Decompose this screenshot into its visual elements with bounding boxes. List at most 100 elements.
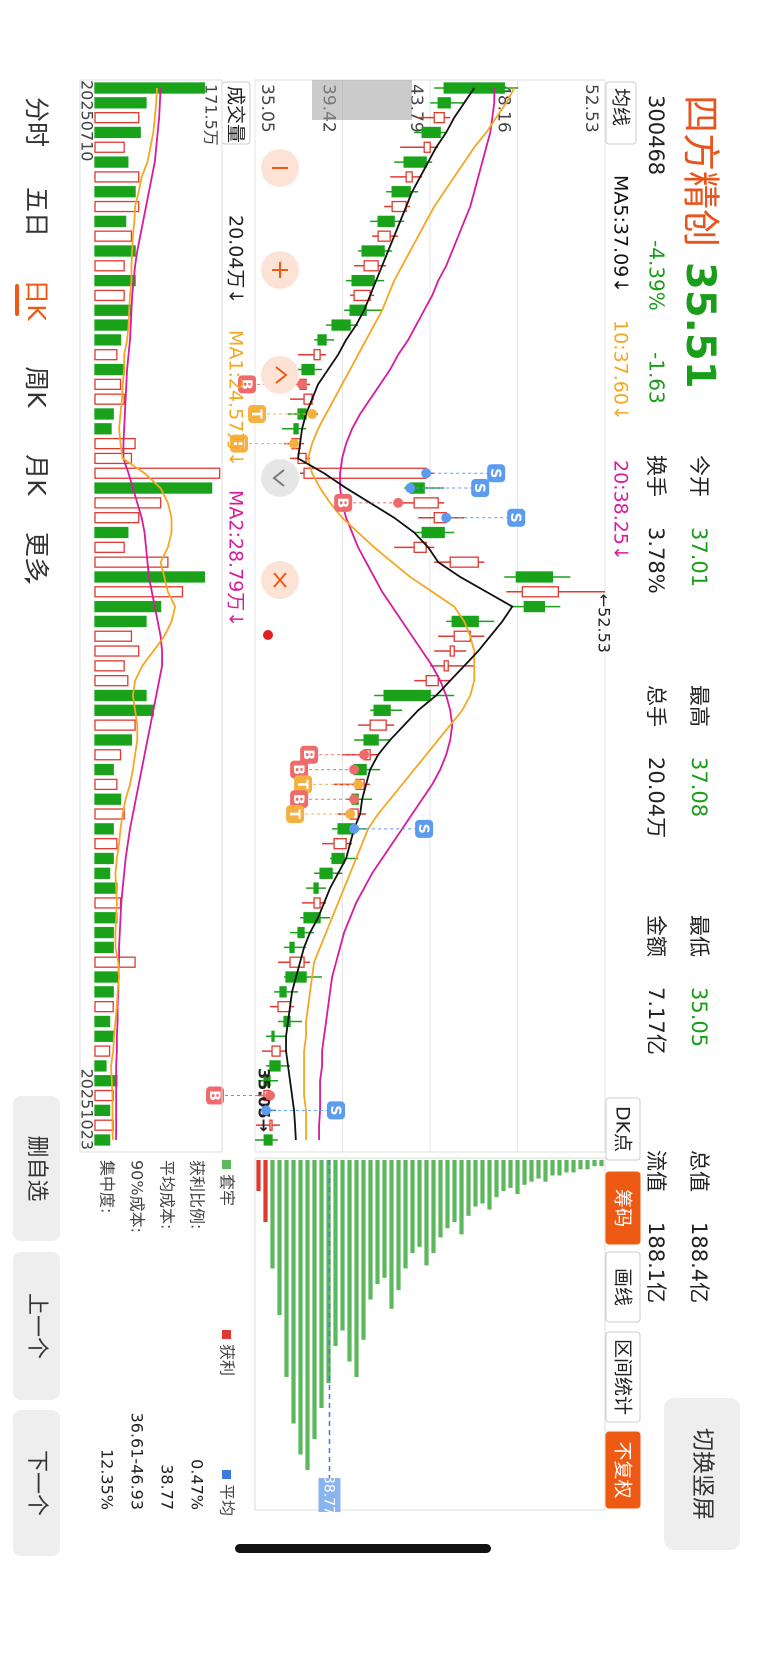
icon xyxy=(273,572,282,588)
stat-label: 最低 xyxy=(687,915,711,957)
candle-body xyxy=(331,319,351,331)
signal-label: B xyxy=(290,794,306,805)
volume-bar xyxy=(94,630,133,642)
signal-dot xyxy=(421,468,432,479)
signal-label: T xyxy=(230,439,246,449)
volume-bar xyxy=(94,452,133,465)
ma-selector[interactable] xyxy=(605,81,637,145)
candle-body xyxy=(521,586,559,598)
candle-body xyxy=(453,630,471,642)
stat-label: 总手 xyxy=(644,685,668,727)
chip-bar xyxy=(347,1160,352,1362)
volume-bar xyxy=(94,793,122,805)
chip-bar xyxy=(410,1160,415,1253)
chip-bar xyxy=(466,1160,471,1216)
volume-bar xyxy=(94,808,125,820)
period-tab[interactable]: 周K xyxy=(22,366,51,408)
volume-bar xyxy=(94,111,140,124)
stat-value: 7.17亿 xyxy=(644,987,668,1055)
volume-bar xyxy=(94,941,114,954)
candle-body xyxy=(319,867,333,879)
volume-bar xyxy=(94,526,129,539)
volume-bar xyxy=(94,186,136,198)
volume-bar xyxy=(94,1015,111,1028)
tool-button[interactable] xyxy=(605,1251,641,1323)
chips-stat-label: 平均成本: xyxy=(158,1160,177,1229)
volume-bar xyxy=(94,1045,111,1057)
tool-button[interactable] xyxy=(605,1331,641,1423)
nav-button[interactable] xyxy=(13,1096,60,1241)
legend-swatch xyxy=(222,1160,231,1169)
stock-name: 四方精创 xyxy=(679,95,723,247)
period-tab[interactable]: 分时 xyxy=(22,97,51,147)
signal-dot xyxy=(393,497,404,508)
chip-bar xyxy=(424,1160,429,1266)
chart-control[interactable] xyxy=(261,356,299,394)
volume-bar xyxy=(94,230,133,242)
candle-body xyxy=(313,897,321,909)
volume-bar xyxy=(94,852,114,865)
nav-button[interactable] xyxy=(13,1410,60,1556)
tool-label: 区间统计 xyxy=(612,1339,634,1415)
y-tick-label: 52.53 xyxy=(581,84,601,133)
signal-dot xyxy=(349,823,360,834)
tool-button[interactable] xyxy=(605,1097,641,1161)
volume-bar xyxy=(94,467,221,479)
volume-bar xyxy=(94,304,133,316)
nav-button[interactable] xyxy=(13,1252,60,1400)
stat-label: 金额 xyxy=(644,915,668,957)
period-tab[interactable]: 更多 xyxy=(22,532,51,582)
nav-button-label: 下一个 xyxy=(24,1450,49,1516)
volume-bar xyxy=(94,675,129,687)
period-tab[interactable]: 日K xyxy=(22,279,51,321)
stat-label: 今开 xyxy=(687,455,711,497)
candle-body xyxy=(263,1134,273,1146)
volume-bar xyxy=(94,319,129,331)
volume-current: 20.04万↓ xyxy=(225,215,247,304)
signal-label: B xyxy=(290,764,306,775)
chart-control[interactable] xyxy=(261,459,299,497)
chip-bar xyxy=(522,1160,527,1185)
switch-button-label: 切换竖屏 xyxy=(690,1428,716,1520)
candle-body xyxy=(377,215,395,228)
signal-label: T xyxy=(294,780,310,790)
chip-bar xyxy=(564,1160,569,1173)
chip-bar xyxy=(508,1160,513,1188)
chip-bar xyxy=(487,1160,492,1210)
signal-marker xyxy=(290,760,309,779)
tool-button[interactable] xyxy=(605,1431,641,1509)
signal-dot xyxy=(265,1090,276,1101)
period-tab[interactable]: 五日 xyxy=(22,187,51,237)
volume-bar xyxy=(94,260,125,272)
volume-bar xyxy=(94,704,154,716)
chip-bar xyxy=(515,1160,520,1195)
date-start: 20250710 xyxy=(78,80,97,161)
stat-value: 188.4亿 xyxy=(687,1222,711,1303)
nav-button-label: 删自选 xyxy=(24,1135,49,1201)
candle-body xyxy=(433,111,445,124)
volume-bar xyxy=(94,126,141,139)
chip-bar xyxy=(557,1160,562,1176)
volume-selector-label: 成交量 xyxy=(225,86,247,143)
stock-price: 35.51 xyxy=(677,262,723,389)
switch-button[interactable] xyxy=(664,1398,740,1550)
candle-body xyxy=(353,289,371,302)
chip-bar xyxy=(382,1160,387,1278)
tool-button[interactable] xyxy=(605,1171,641,1245)
period-tab[interactable]: 月K xyxy=(22,454,51,496)
volume-bar xyxy=(94,1060,107,1072)
volume-bar xyxy=(94,867,111,879)
legend-label: 获利 xyxy=(218,1344,237,1376)
signal-marker xyxy=(507,508,526,527)
chip-bar xyxy=(312,1160,317,1439)
stat-label: 换手 xyxy=(644,455,668,497)
volume-bar xyxy=(94,437,136,450)
candle-body xyxy=(373,704,391,716)
volume-bar xyxy=(94,823,114,835)
candle-body xyxy=(443,660,449,672)
candle-body xyxy=(271,1045,281,1057)
signal-label: T xyxy=(286,809,302,819)
candle-body xyxy=(425,675,439,687)
volume-bar xyxy=(94,1030,114,1042)
volume-bar xyxy=(94,778,118,791)
